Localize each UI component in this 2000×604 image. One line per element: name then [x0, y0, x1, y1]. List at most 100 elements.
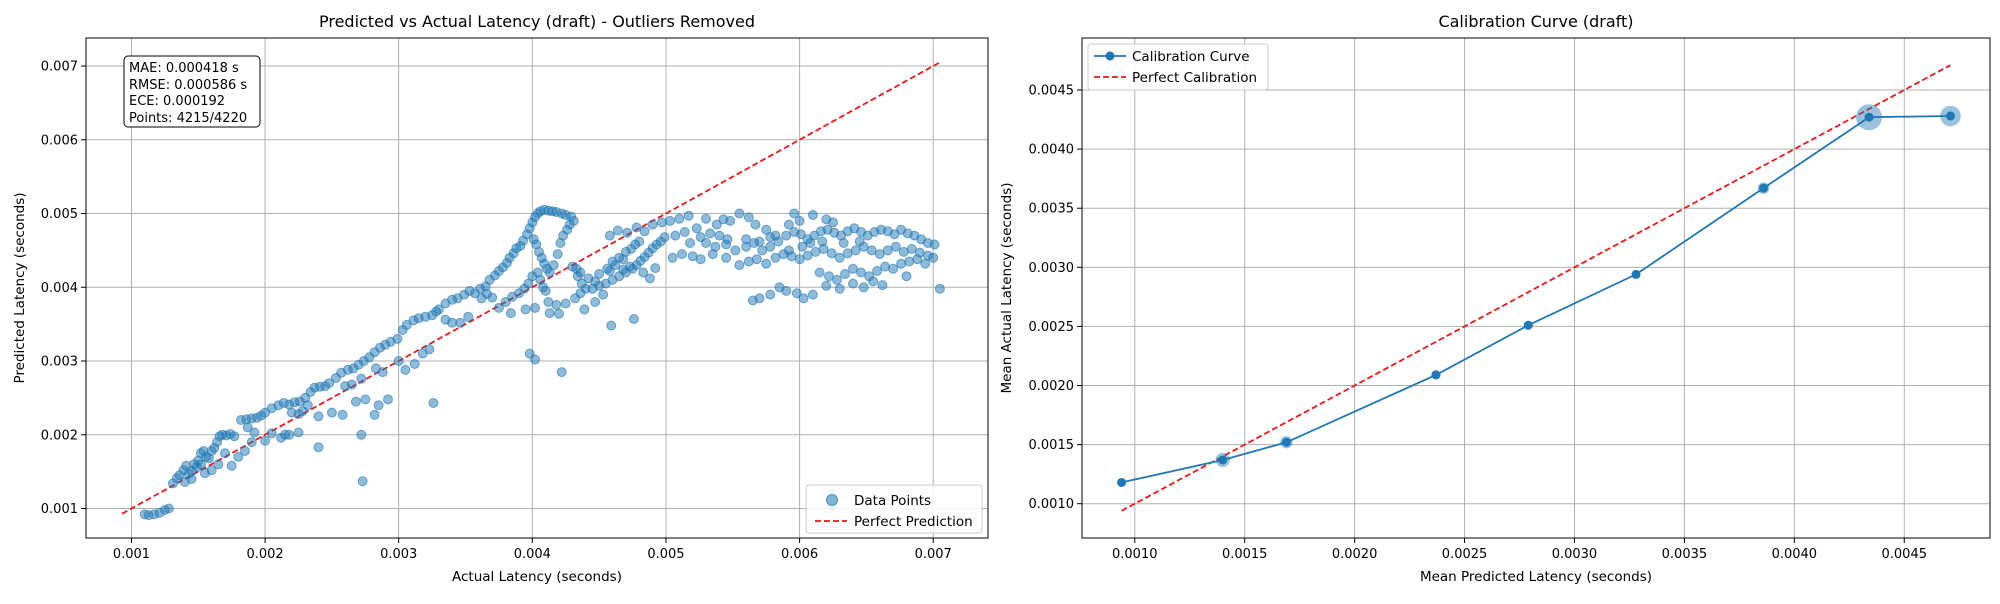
scatter-point — [691, 223, 702, 234]
calibration-point — [1945, 111, 1955, 121]
scatter-point — [797, 241, 808, 252]
scatter-point — [890, 241, 901, 252]
scatter-point — [639, 226, 650, 237]
calibration-point — [1431, 370, 1441, 380]
scatter-point — [556, 367, 567, 378]
scatter-point — [233, 451, 244, 462]
scatter-point — [624, 261, 635, 272]
scatter-point — [866, 245, 877, 256]
scatter-point — [877, 280, 888, 291]
scatter-point — [393, 356, 404, 366]
scatter-point — [567, 261, 578, 272]
right-xtick-label: 0.0015 — [1222, 547, 1268, 562]
scatter-point — [705, 228, 716, 239]
left-ytick-label: 0.005 — [41, 207, 78, 222]
scatter-legend-frame — [805, 484, 983, 534]
scatter-point — [750, 219, 761, 230]
scatter-point — [229, 431, 240, 442]
scatter-point — [644, 273, 655, 284]
scatter-point — [249, 427, 260, 438]
scatter-point — [433, 304, 444, 315]
legend-data-points-marker — [826, 494, 838, 506]
left-xtick-label: 0.006 — [781, 547, 818, 562]
scatter-point — [683, 210, 694, 221]
calibration-ylabel: Mean Actual Latency (seconds) — [999, 182, 1015, 393]
scatter-point — [858, 282, 869, 293]
scatter-point — [507, 291, 518, 302]
scatter-point — [163, 503, 174, 514]
right-xtick-label: 0.0030 — [1552, 547, 1598, 562]
scatter-point — [195, 459, 206, 470]
scatter-point — [337, 409, 348, 420]
scatter-point — [754, 293, 765, 304]
calibration-title: Calibration Curve (draft) — [1438, 12, 1633, 31]
scatter-point — [604, 230, 615, 241]
left-xtick-label: 0.002 — [246, 547, 283, 562]
scatter-point — [817, 236, 828, 247]
scatter-point — [246, 437, 257, 448]
scatter-point — [242, 422, 253, 433]
calibration-curve-line — [1121, 115, 1951, 484]
scatter-plot-frame — [85, 37, 989, 539]
left-xtick-label: 0.005 — [647, 547, 684, 562]
right-ytick-label: 0.0025 — [1029, 320, 1075, 335]
scatter-point — [606, 320, 617, 331]
stats-ece: ECE: 0.000192 — [129, 94, 225, 109]
stats-mae: MAE: 0.000418 s — [129, 61, 239, 76]
scatter-point — [765, 232, 776, 243]
scatter-point — [476, 293, 487, 304]
scatter-point — [721, 239, 732, 250]
scatter-point — [634, 236, 645, 247]
scatter-point — [590, 276, 601, 287]
scatter-point — [650, 263, 661, 274]
scatter-point — [313, 411, 324, 422]
scatter-point — [834, 283, 845, 294]
calibration-point — [1759, 183, 1769, 193]
scatter-point — [340, 381, 351, 392]
scatter-point — [741, 234, 752, 245]
right-ytick-label: 0.0015 — [1029, 438, 1075, 453]
stats-points: Points: 4215/4220 — [129, 111, 247, 126]
scatter-point — [701, 238, 711, 248]
scatter-point — [821, 280, 832, 291]
scatter-point — [912, 254, 923, 265]
scatter-point — [631, 222, 642, 233]
left-ytick-label: 0.006 — [41, 133, 78, 148]
scatter-point — [798, 293, 809, 304]
scatter-point — [369, 409, 380, 420]
scatter-point — [424, 344, 435, 355]
scatter-point — [934, 283, 945, 294]
scatter-point — [326, 407, 337, 418]
scatter-point — [590, 297, 601, 307]
scatter-point — [743, 212, 754, 223]
scatter-point — [826, 248, 837, 259]
scatter-point — [734, 208, 745, 219]
scatter-point — [568, 215, 579, 226]
scatter-point — [373, 400, 384, 411]
scatter-point — [828, 217, 838, 228]
scatter-panel: 0.001 0.002 0.003 0.004 0.005 0.006 0.007 0.001… — [12, 12, 989, 585]
right-ytick-label: 0.0045 — [1029, 84, 1075, 99]
scatter-point — [757, 245, 768, 256]
scatter-point — [856, 267, 867, 278]
scatter-point — [714, 230, 725, 241]
scatter-point — [721, 252, 732, 263]
calibration-point — [1523, 320, 1533, 330]
right-reference-line — [1121, 64, 1951, 512]
right-ytick-label: 0.0040 — [1029, 143, 1075, 158]
scatter-point — [392, 333, 403, 344]
calibration-point — [1117, 477, 1127, 487]
scatter-point — [730, 245, 741, 256]
right-xtick-label: 0.0010 — [1112, 547, 1158, 562]
scatter-point — [850, 245, 861, 256]
stats-box-frame — [123, 55, 261, 128]
calibration-plot-frame — [1081, 37, 1991, 539]
scatter-point — [802, 250, 813, 261]
scatter-point — [695, 254, 706, 265]
scatter-point — [548, 260, 559, 271]
scatter-point — [710, 241, 721, 252]
scatter-point — [920, 258, 931, 269]
scatter-title: Predicted vs Actual Latency (draft) - Ou… — [319, 12, 755, 31]
